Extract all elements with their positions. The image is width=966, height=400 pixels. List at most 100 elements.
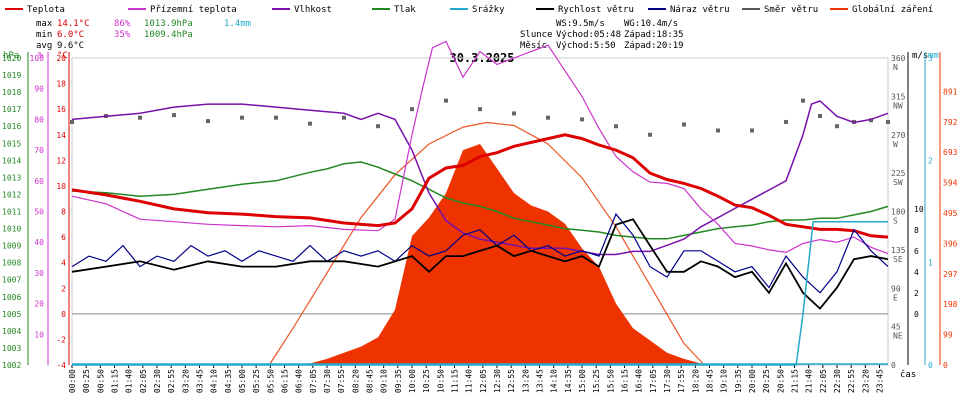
info-sun-rise: Východ:05:48: [556, 30, 621, 40]
wind-direction-point: [138, 115, 142, 120]
temperature-tick-label: 2: [61, 284, 66, 293]
radiation-tick-label: 297: [943, 270, 958, 279]
legend: Teplota Přízemní teplota Vlhkost Tlak Srážky…: [5, 5, 933, 15]
direction-tick-label: 90: [891, 284, 901, 293]
info-sun-set: Západ:18:35: [624, 30, 684, 40]
legend-label-3: Tlak: [394, 5, 416, 15]
info-wg: WG:10.4m/s: [624, 19, 678, 29]
info-moon-label: Měsíc: [520, 41, 547, 51]
pressure-tick-label: 1008: [2, 259, 21, 268]
wind-direction-point: [648, 132, 652, 137]
info-sun-label: Slunce: [520, 30, 553, 40]
temperature-tick-label: 4: [61, 259, 66, 268]
stat-avg-label: avg: [36, 41, 52, 51]
stat-min-label: min: [36, 30, 52, 40]
wind-direction-point: [886, 119, 890, 124]
temperature-tick-label: -2: [56, 335, 66, 344]
wind-gust-line: [71, 212, 889, 294]
pressure-axis-unit: hPa: [3, 51, 19, 61]
x-tick-label: 17:05: [649, 369, 658, 393]
temperature-axis-unit: °C: [57, 51, 68, 61]
stat-min-press: 1009.4hPa: [144, 30, 193, 40]
humidity-line: [71, 100, 889, 256]
direction-tick-label: 360: [891, 54, 906, 63]
temperature-tick-label: 18: [56, 80, 66, 89]
radiation-tick-label: 0: [943, 361, 948, 370]
info-moon-rise: Východ:5:50: [556, 41, 616, 51]
direction-tick-dir: W: [893, 140, 898, 149]
wind-tick-label: 10: [914, 205, 924, 214]
pressure-tick-label: 1017: [2, 105, 21, 114]
x-tick-label: 19:10: [720, 369, 729, 393]
wind-axis-unit: m/s: [912, 51, 928, 61]
info-ws: WS:9.5m/s: [556, 19, 605, 29]
pressure-tick-label: 1013: [2, 173, 21, 182]
rain-tick-label: 3: [928, 54, 933, 63]
stats-block: max 14.1°C 86% 1013.9hPa 1.4mm min 6.0°C…: [36, 19, 251, 51]
temperature-tick-label: 6: [61, 233, 66, 242]
x-tick-label: 17:55: [677, 369, 686, 393]
x-tick-label: 04:10: [210, 369, 219, 393]
radiation-tick-label: 594: [943, 179, 958, 188]
x-tick-label: 22:55: [847, 369, 856, 393]
x-tick-label: 07:55: [337, 369, 346, 393]
x-tick-label: 14:35: [564, 369, 573, 393]
pressure-tick-label: 1018: [2, 88, 21, 97]
direction-tick-label: 315: [891, 92, 906, 101]
wind-direction-point: [784, 119, 788, 124]
pressure-tick-label: 1002: [2, 361, 21, 370]
direction-tick-dir: S: [893, 217, 898, 226]
x-tick-label: 04:35: [224, 369, 233, 393]
direction-tick-label: 270: [891, 131, 906, 140]
x-tick-label: 11:15: [451, 369, 460, 393]
wind-direction-point: [70, 119, 74, 124]
x-tick-label: 13:45: [536, 369, 545, 393]
x-tick-label: 12:05: [479, 369, 488, 393]
direction-tick-dir: NW: [893, 101, 903, 110]
x-tick-label: 14:10: [550, 369, 559, 393]
x-tick-label: 21:15: [791, 369, 800, 393]
x-tick-label: 05:50: [266, 369, 275, 393]
x-tick-label: 09:10: [380, 369, 389, 393]
radiation-tick-label: 99: [943, 331, 953, 340]
humidity-tick-label: 30: [34, 269, 44, 278]
wind-direction-point: [580, 117, 584, 122]
pressure-tick-label: 1005: [2, 310, 21, 319]
x-tick-label: 00:50: [96, 369, 105, 393]
pressure-tick-label: 1007: [2, 276, 21, 285]
humidity-axis-unit: %: [38, 51, 44, 61]
stat-max-temp: 14.1°C: [57, 19, 90, 29]
x-tick-label: 05:00: [238, 369, 247, 393]
temperature-tick-label: 10: [56, 182, 66, 191]
wind-direction-point: [410, 107, 414, 112]
pressure-tick-label: 1014: [2, 156, 21, 165]
pressure-tick-label: 1015: [2, 139, 21, 148]
x-tick-label: 18:45: [706, 369, 715, 393]
humidity-tick-label: 40: [34, 238, 44, 247]
x-tick-label: 22:30: [833, 369, 842, 393]
x-tick-label: 00:00: [68, 369, 77, 393]
direction-tick-dir: SW: [893, 178, 903, 187]
x-tick-label: 21:40: [805, 369, 814, 393]
x-tick-label: 12:55: [507, 369, 516, 393]
direction-tick-dir: SE: [893, 255, 903, 264]
x-tick-label: 12:30: [493, 369, 502, 393]
pressure-tick-label: 1012: [2, 190, 21, 199]
wind-direction-point: [614, 124, 618, 129]
x-tick-label: 06:40: [295, 369, 304, 393]
rain-tick-label: 1: [928, 259, 933, 268]
wind-direction-point: [512, 111, 516, 116]
stat-max-label: max: [36, 19, 53, 29]
wind-tick-label: 6: [914, 247, 919, 256]
x-tick-label: 03:20: [181, 369, 190, 393]
pressure-tick-label: 1016: [2, 122, 21, 131]
x-tick-label: 23:45: [876, 369, 885, 393]
x-tick-label: 11:40: [465, 369, 474, 393]
legend-label-5: Rychlost větru: [558, 5, 634, 15]
x-tick-label: 01:15: [111, 369, 120, 393]
x-tick-label: 16:15: [621, 369, 630, 393]
wind-direction-point: [546, 115, 550, 120]
humidity-tick-label: 60: [34, 177, 44, 186]
temperature-tick-label: 20: [56, 54, 66, 63]
x-tick-label: 22:05: [819, 369, 828, 393]
